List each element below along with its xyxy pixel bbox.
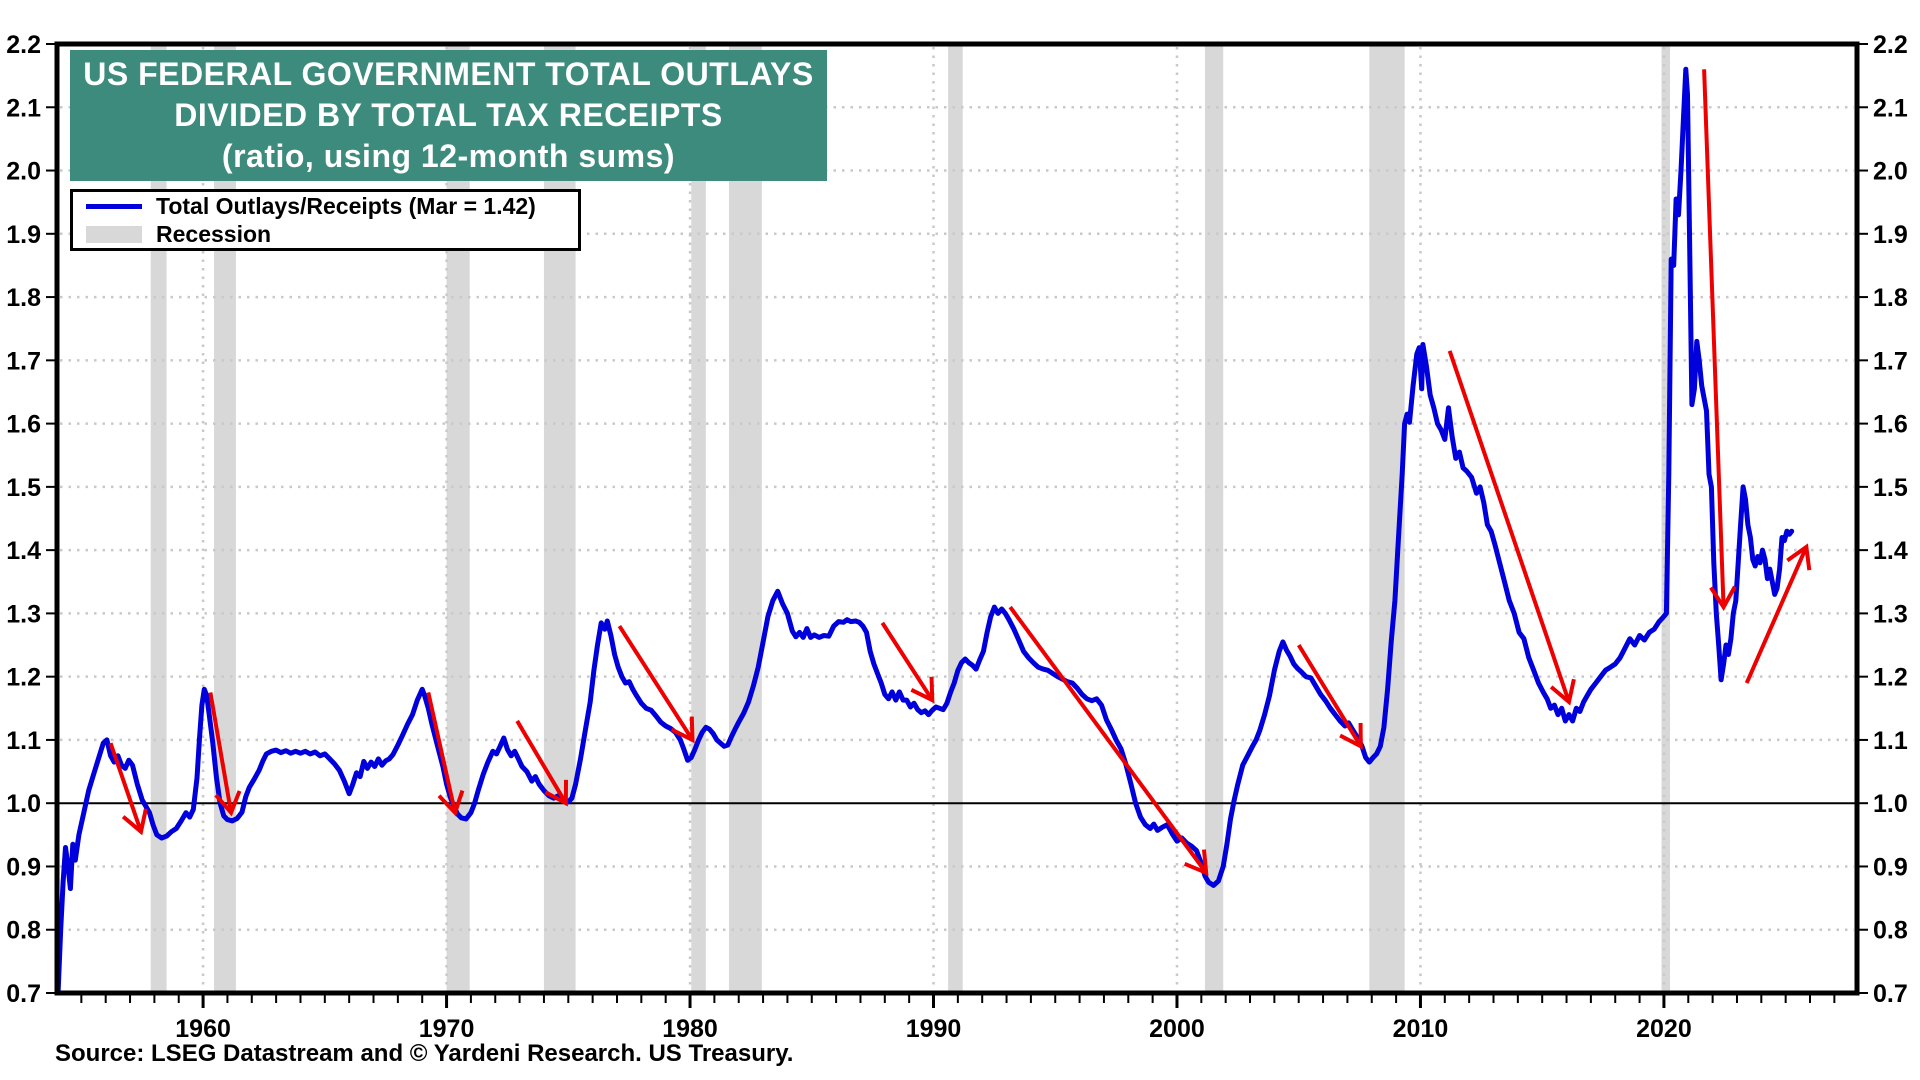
legend-box: Total Outlays/Receipts (Mar = 1.42) Rece…	[70, 189, 581, 251]
y-axis-label-right: 1.4	[1873, 537, 1908, 565]
y-axis-label-left: 1.4	[6, 537, 41, 565]
y-axis-label-right: 2.0	[1873, 158, 1908, 186]
recession-band	[446, 46, 470, 991]
y-axis-label-left: 0.7	[6, 980, 41, 1008]
y-axis-label-left: 1.1	[6, 727, 41, 755]
x-axis-label: 1970	[419, 1015, 475, 1043]
x-axis-label: 2020	[1636, 1015, 1692, 1043]
trend-arrow	[617, 624, 695, 744]
y-axis-label-right: 0.7	[1873, 980, 1908, 1008]
series-line-swatch	[86, 203, 142, 209]
x-axis-label: 2010	[1393, 1015, 1449, 1043]
outlays-receipts-line	[59, 66, 1795, 991]
y-axis-label-right: 1.3	[1873, 600, 1908, 628]
y-axis-label-right: 1.8	[1873, 284, 1908, 312]
y-axis-label-right: 1.5	[1873, 474, 1908, 502]
y-axis-label-left: 1.9	[6, 221, 41, 249]
x-axis-label: 1990	[906, 1015, 962, 1043]
y-axis-label-right: 0.9	[1873, 853, 1908, 881]
y-axis-label-left: 1.7	[6, 347, 41, 375]
y-axis-label-right: 2.1	[1873, 94, 1908, 122]
trend-arrow	[1702, 69, 1737, 611]
trend-arrow	[426, 692, 465, 817]
y-axis-label-left: 2.0	[6, 158, 41, 186]
legend-row-series: Total Outlays/Receipts (Mar = 1.42)	[73, 192, 578, 220]
recession-band	[728, 46, 762, 991]
y-axis-label-left: 0.8	[6, 917, 41, 945]
y-axis-label-right: 1.0	[1873, 790, 1908, 818]
y-axis-label-left: 0.9	[6, 853, 41, 881]
y-axis-label-left: 1.2	[6, 664, 41, 692]
trend-arrow	[1297, 643, 1363, 750]
trend-arrow	[208, 692, 242, 817]
source-note: Source: LSEG Datastream and © Yardeni Re…	[55, 1040, 794, 1067]
trend-arrow	[515, 719, 568, 807]
y-axis-label-left: 1.5	[6, 474, 41, 502]
trend-arrow	[880, 621, 935, 704]
x-axis-label: 1960	[175, 1015, 231, 1043]
y-axis-label-left: 1.8	[6, 284, 41, 312]
chart-title-line-3: (ratio, using 12-month sums)	[221, 138, 676, 174]
legend-series-label: Total Outlays/Receipts (Mar = 1.42)	[156, 192, 536, 219]
recession-band-swatch	[86, 225, 142, 243]
chart-title-line-1: US FEDERAL GOVERNMENT TOTAL OUTLAYS	[83, 56, 814, 92]
y-axis-label-left: 1.6	[6, 411, 41, 439]
y-axis-label-right: 1.1	[1873, 727, 1908, 755]
y-axis-label-right: 2.2	[1873, 31, 1908, 59]
x-axis-label: 1980	[662, 1015, 718, 1043]
y-axis-label-right: 1.6	[1873, 411, 1908, 439]
y-axis-label-left: 1.0	[6, 790, 41, 818]
plot-border	[54, 41, 1860, 996]
y-axis-label-right: 0.8	[1873, 917, 1908, 945]
recession-band	[1204, 46, 1224, 991]
y-axis-label-right: 1.2	[1873, 664, 1908, 692]
chart-title-box: US FEDERAL GOVERNMENT TOTAL OUTLAYS DIVI…	[70, 50, 827, 181]
chart-title-line-2: DIVIDED BY TOTAL TAX RECEIPTS	[174, 97, 723, 133]
recession-band	[214, 46, 236, 991]
x-axis-label: 2000	[1149, 1015, 1205, 1043]
legend-row-recession: Recession	[73, 220, 578, 248]
y-axis-label-left: 1.3	[6, 600, 41, 628]
y-axis-label-right: 1.7	[1873, 347, 1908, 375]
y-axis-label-right: 1.9	[1873, 221, 1908, 249]
y-axis-label-left: 2.2	[6, 31, 41, 59]
trend-arrow	[1744, 543, 1812, 684]
trend-arrow	[1008, 605, 1209, 876]
recession-band	[150, 46, 167, 991]
y-axis-label-left: 2.1	[6, 94, 41, 122]
recession-band	[543, 46, 576, 991]
legend-recession-label: Recession	[156, 220, 272, 247]
recession-band	[948, 46, 963, 991]
trend-arrow	[1447, 350, 1576, 706]
recession-band	[691, 46, 706, 991]
trend-arrow	[108, 742, 148, 836]
